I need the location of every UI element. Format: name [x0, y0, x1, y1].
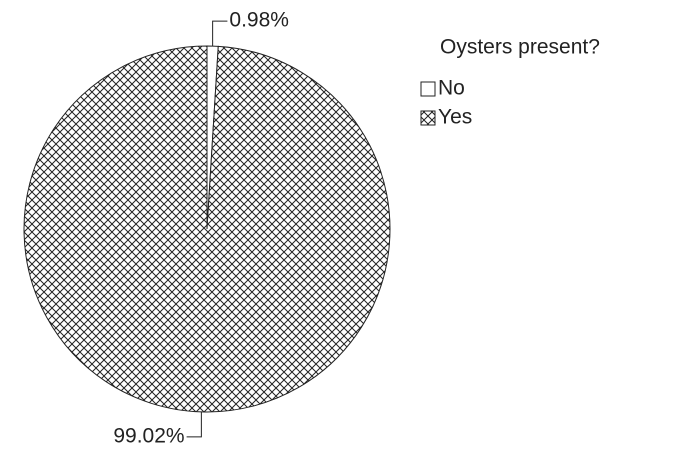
- data-label: 99.02%: [113, 424, 184, 447]
- legend-swatch: [420, 110, 436, 126]
- pie-slice: [23, 45, 391, 413]
- legend-swatch: [420, 81, 436, 97]
- leader-line: [186, 411, 202, 438]
- legend-label: No: [438, 77, 465, 100]
- leader-line: [212, 20, 228, 47]
- legend-title: Oysters present?: [440, 36, 600, 59]
- data-label: 0.98%: [229, 9, 289, 32]
- legend-label: Yes: [438, 106, 472, 129]
